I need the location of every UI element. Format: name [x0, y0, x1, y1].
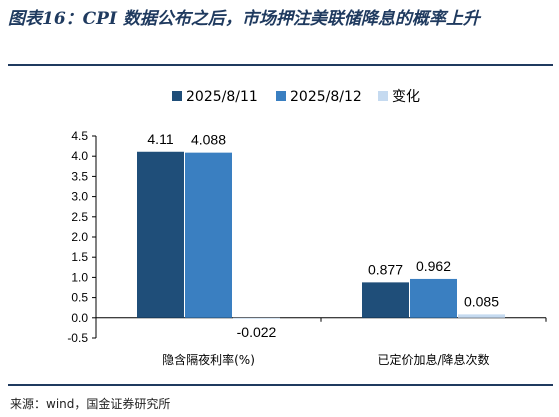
- x-category-label: 已定价加息/降息次数: [377, 352, 489, 367]
- bar: [137, 151, 184, 318]
- y-tick-label: 4.5: [71, 129, 88, 143]
- y-tick-label: -0.5: [67, 331, 88, 345]
- y-tick-label: 1.0: [71, 270, 88, 284]
- bar: [233, 317, 280, 319]
- data-label: 0.877: [368, 261, 403, 277]
- legend-label: 2025/8/11: [186, 89, 258, 105]
- x-category-label: 隐含隔夜利率(%): [162, 352, 255, 367]
- data-label: 4.088: [191, 132, 226, 148]
- data-label: 4.11: [147, 131, 173, 147]
- y-tick-label: 2.0: [71, 230, 88, 244]
- y-tick-label: 4.0: [71, 149, 88, 163]
- legend-swatch: [172, 91, 182, 101]
- bar: [410, 278, 457, 318]
- legend-swatch: [378, 91, 388, 101]
- data-label: 0.085: [464, 293, 499, 309]
- y-tick-label: 1.5: [71, 250, 88, 264]
- y-tick-label: 3.0: [71, 190, 88, 204]
- y-tick-label: 0.5: [71, 291, 88, 305]
- chart-title: 图表16：CPI 数据公布之后，市场押注美联储降息的概率上升: [8, 9, 480, 29]
- legend-label: 变化: [392, 89, 420, 105]
- data-label: -0.022: [237, 324, 277, 340]
- y-tick-label: 0.0: [71, 311, 88, 325]
- source-note: 来源：wind，国金证券研究所: [10, 397, 171, 411]
- legend-swatch: [276, 91, 286, 101]
- bar: [362, 282, 409, 318]
- y-tick-label: 2.5: [71, 210, 88, 224]
- bar: [185, 152, 232, 318]
- footer-divider: [8, 384, 553, 386]
- title-divider: [8, 64, 553, 66]
- y-tick-label: 3.5: [71, 169, 88, 183]
- data-label: 0.962: [416, 258, 451, 274]
- legend-label: 2025/8/12: [290, 89, 362, 105]
- bar: [458, 314, 505, 318]
